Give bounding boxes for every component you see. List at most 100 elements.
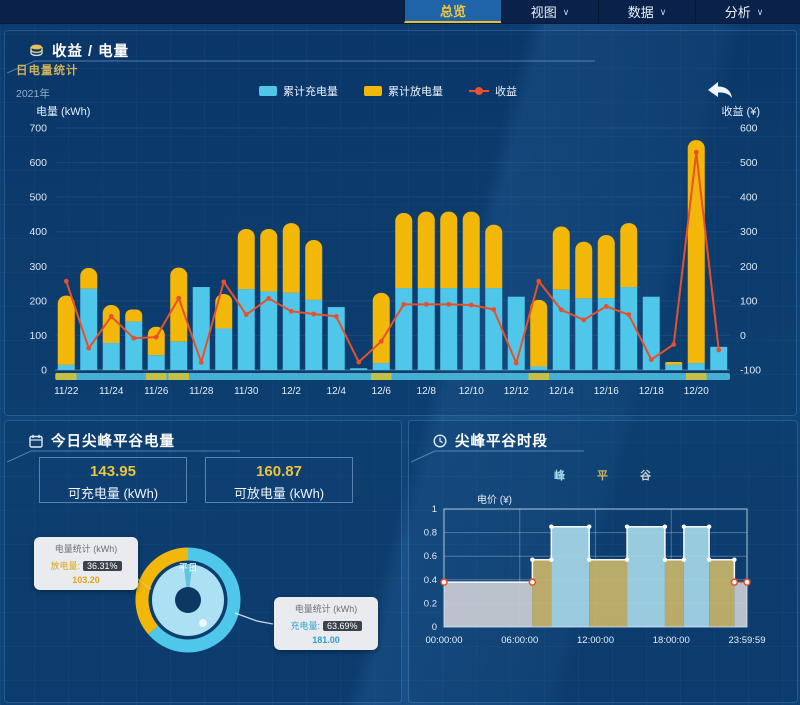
nav-tab-analysis-label: 分析 — [724, 5, 751, 20]
nav-tabs: 总览 视图 ∨ 数据 ∨ 分析 ∨ — [404, 0, 792, 23]
svg-text:12/6: 12/6 — [372, 386, 392, 397]
tou-legend: 峰 平 谷 — [554, 467, 651, 483]
svg-text:12/16: 12/16 — [594, 386, 619, 397]
chargeable-label: 可充电量 (kWh) — [67, 486, 159, 501]
legend-item-discharge[interactable]: 累计放电量 — [364, 83, 443, 99]
svg-text:100: 100 — [740, 295, 758, 307]
svg-text:400: 400 — [740, 192, 758, 204]
svg-text:0: 0 — [41, 365, 47, 377]
svg-text:12/4: 12/4 — [327, 386, 347, 397]
today-panel-title: 今日尖峰平谷电量 — [51, 434, 175, 450]
svg-text:11/24: 11/24 — [99, 386, 124, 397]
legend-item-valley[interactable]: 谷 — [640, 470, 651, 482]
income-legend-swatch — [469, 86, 489, 96]
daily-energy-income-chart[interactable]: 0 -100 100 0 200 100 300 200 400 300 500 400 600 500 7… — [0, 100, 800, 405]
svg-text:0.8: 0.8 — [424, 528, 437, 539]
tou-panel-header: 尖峰平谷时段 — [433, 430, 548, 451]
discharge-pct-badge: 36.31% — [82, 560, 122, 571]
svg-text:11/26: 11/26 — [144, 386, 169, 397]
legend-item-flat[interactable]: 平 — [597, 470, 608, 482]
today-energy-panel: 今日尖峰平谷电量 143.95 可充电量 (kWh) 160.87 可放电量 (… — [4, 420, 402, 703]
nav-tab-data-label: 数据 — [627, 5, 654, 20]
svg-text:12/18: 12/18 — [639, 386, 664, 397]
clock-icon — [433, 433, 447, 448]
coins-icon — [30, 44, 43, 57]
chargeable-value: 143.95 — [90, 463, 136, 480]
charge-tooltip-card: 电量统计 (kWh) 充电量: 63.69% 181.00 — [274, 597, 378, 650]
income-legend-label: 收益 — [495, 86, 517, 98]
svg-text:0.2: 0.2 — [424, 598, 437, 609]
svg-text:600: 600 — [740, 123, 758, 135]
legend-item-charge[interactable]: 累计充电量 — [259, 83, 338, 99]
tou-panel-title: 尖峰平谷时段 — [455, 434, 548, 450]
svg-text:0.4: 0.4 — [424, 575, 437, 586]
svg-text:平日: 平日 — [178, 563, 197, 574]
left-axis-label: 电量 (kWh) — [36, 106, 91, 118]
svg-text:0: 0 — [432, 622, 437, 633]
svg-text:11/30: 11/30 — [234, 386, 259, 397]
svg-text:500: 500 — [29, 192, 47, 204]
calendar-icon — [29, 434, 43, 448]
tooltip-header: 电量统计 (kWh) — [54, 544, 118, 554]
svg-text:12/20: 12/20 — [684, 386, 709, 397]
nav-tab-analysis[interactable]: 分析 ∨ — [695, 0, 792, 23]
svg-text:12/12: 12/12 — [504, 386, 529, 397]
svg-text:600: 600 — [29, 157, 47, 169]
revenue-panel-header: 收益 / 电量 — [29, 40, 129, 61]
svg-text:12/14: 12/14 — [549, 386, 574, 397]
svg-text:12/10: 12/10 — [459, 386, 484, 397]
svg-text:700: 700 — [29, 123, 47, 135]
price-axis-label: 电价 (¥) — [477, 495, 512, 506]
legend-item-peak[interactable]: 峰 — [554, 470, 565, 482]
svg-text:0.6: 0.6 — [424, 551, 437, 562]
svg-text:00:00:00: 00:00:00 — [426, 635, 463, 646]
tou-price-step-chart[interactable]: 1 0.8 0.6 0.4 0.2 0 00:00:00 06:00:00 12:00:00 18… — [409, 501, 797, 671]
restore-back-arrow-icon[interactable] — [704, 81, 734, 101]
chevron-down-icon: ∨ — [756, 7, 764, 17]
nav-tab-data[interactable]: 数据 ∨ — [598, 0, 695, 23]
dischargeable-stat-box: 160.87 可放电量 (kWh) — [205, 457, 353, 503]
svg-text:200: 200 — [740, 261, 758, 273]
svg-text:0: 0 — [740, 330, 746, 342]
discharge-legend-swatch — [364, 86, 382, 96]
svg-text:11/28: 11/28 — [189, 386, 214, 397]
svg-text:06:00:00: 06:00:00 — [501, 635, 538, 646]
svg-text:18:00:00: 18:00:00 — [653, 635, 690, 646]
nav-tab-view-label: 视图 — [530, 5, 557, 20]
nav-tab-overview[interactable]: 总览 — [404, 0, 501, 23]
right-axis-label: 收益 (¥) — [721, 106, 761, 118]
chargeable-stat-box: 143.95 可充电量 (kWh) — [39, 457, 187, 503]
legend-item-income[interactable]: 收益 — [469, 83, 517, 99]
discharge-tooltip-label: 放电量: — [50, 561, 80, 571]
chevron-down-icon: ∨ — [562, 7, 570, 17]
charge-legend-swatch — [259, 86, 277, 96]
daily-stats-subtitle: 日电量统计 — [16, 65, 79, 77]
svg-text:300: 300 — [29, 261, 47, 273]
svg-text:400: 400 — [29, 226, 47, 238]
discharge-tooltip-value: 103.20 — [72, 575, 100, 585]
nav-tab-view[interactable]: 视图 ∨ — [501, 0, 598, 23]
svg-text:-100: -100 — [740, 365, 761, 377]
dischargeable-label: 可放电量 (kWh) — [233, 486, 325, 501]
charge-tooltip-value: 181.00 — [312, 635, 340, 645]
svg-text:12/2: 12/2 — [282, 386, 302, 397]
svg-text:12/8: 12/8 — [417, 386, 437, 397]
main-chart-legend: 累计充电量 累计放电量 收益 — [0, 83, 788, 99]
year-label: 2021年 — [16, 88, 50, 100]
svg-text:23:59:59: 23:59:59 — [729, 635, 766, 646]
revenue-panel-title: 收益 / 电量 — [52, 44, 130, 60]
dischargeable-value: 160.87 — [256, 463, 302, 480]
tooltip-header: 电量统计 (kWh) — [294, 604, 358, 614]
svg-text:11/22: 11/22 — [54, 386, 79, 397]
charge-pct-badge: 63.69% — [322, 620, 362, 631]
today-panel-header: 今日尖峰平谷电量 — [29, 430, 175, 451]
svg-text:100: 100 — [29, 330, 47, 342]
svg-text:300: 300 — [740, 226, 758, 238]
svg-text:1: 1 — [432, 504, 437, 515]
tou-periods-panel: 尖峰平谷时段 峰 平 谷 电价 (¥) 1 0.8 0.6 0.4 0.2 0 00:00:… — [408, 420, 798, 703]
chevron-down-icon: ∨ — [659, 7, 667, 17]
discharge-legend-label: 累计放电量 — [388, 86, 443, 98]
charge-legend-label: 累计充电量 — [283, 86, 338, 98]
svg-text:200: 200 — [29, 295, 47, 307]
nav-tab-overview-label: 总览 — [439, 4, 466, 19]
